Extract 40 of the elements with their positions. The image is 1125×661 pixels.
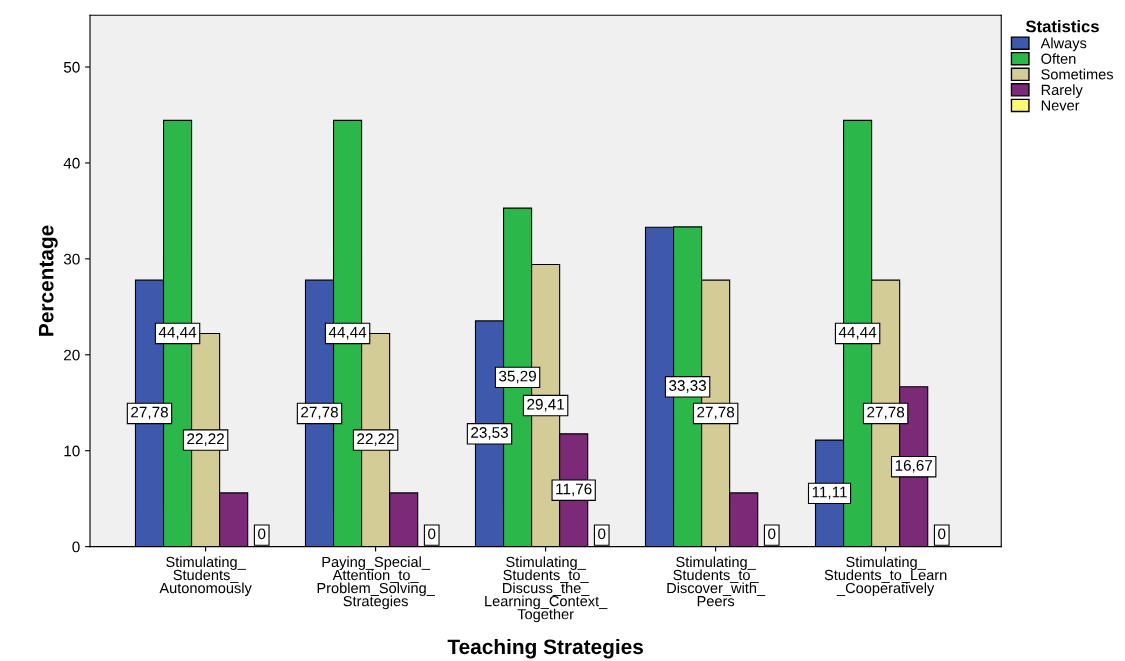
- legend-label: Often: [1041, 53, 1076, 64]
- x-axis-title: Teaching Strategies: [447, 638, 643, 659]
- data-label: 33,33: [669, 380, 707, 393]
- data-label: 27,78: [697, 406, 735, 420]
- x-tick-label: Stimulating_ Students_to_Learn _Cooperatively: [824, 556, 947, 597]
- data-label: 22,22: [187, 433, 224, 446]
- data-label: 11,76: [556, 483, 592, 497]
- data-label: 44,44: [328, 326, 367, 340]
- y-tick-label: 0: [72, 541, 80, 553]
- data-label: 27,78: [131, 406, 168, 420]
- data-label: 27,78: [867, 406, 905, 420]
- legend-label: Sometimes: [1041, 68, 1114, 80]
- data-label: 44,44: [838, 326, 877, 340]
- x-tick-label: Stimulating_ Students_ Autonomously: [159, 556, 252, 597]
- y-tick-label: 40: [63, 157, 80, 169]
- data-label: 0: [258, 528, 266, 540]
- data-label: 16,67: [895, 459, 933, 473]
- y-tick-label: 20: [64, 349, 80, 361]
- y-tick-label: 50: [63, 61, 80, 73]
- data-label: 0: [428, 528, 436, 540]
- data-label: 23,53: [471, 427, 508, 440]
- data-label: 11,11: [812, 486, 847, 500]
- y-tick-label: 30: [63, 253, 80, 265]
- legend-label: Rarely: [1041, 84, 1083, 98]
- data-label: 0: [768, 528, 776, 540]
- data-label: 22,22: [357, 433, 394, 446]
- data-label: 0: [598, 528, 606, 540]
- legend-label: Always: [1040, 37, 1087, 52]
- x-tick-label: Stimulating_ Students_to_ Discuss_the_ Learning_Context_ Together: [485, 556, 608, 623]
- x-tick-label: Stimulating_ Students_to_ Discover_with_ Peers: [667, 556, 766, 607]
- data-label: 27,78: [301, 406, 338, 420]
- data-label: 44,44: [158, 326, 197, 340]
- y-axis-title: Percentage: [38, 225, 58, 336]
- data-label: 29,41: [527, 398, 564, 412]
- data-label: 0: [938, 528, 946, 540]
- legend-label: Never: [1041, 100, 1080, 111]
- data-label: 35,29: [499, 370, 536, 384]
- x-tick-label: Paying_Special_ Attention_to_ Problem_Solving_ Strategies: [317, 556, 435, 610]
- y-tick-label: 10: [64, 445, 80, 457]
- legend-title: Statistics: [1025, 20, 1099, 33]
